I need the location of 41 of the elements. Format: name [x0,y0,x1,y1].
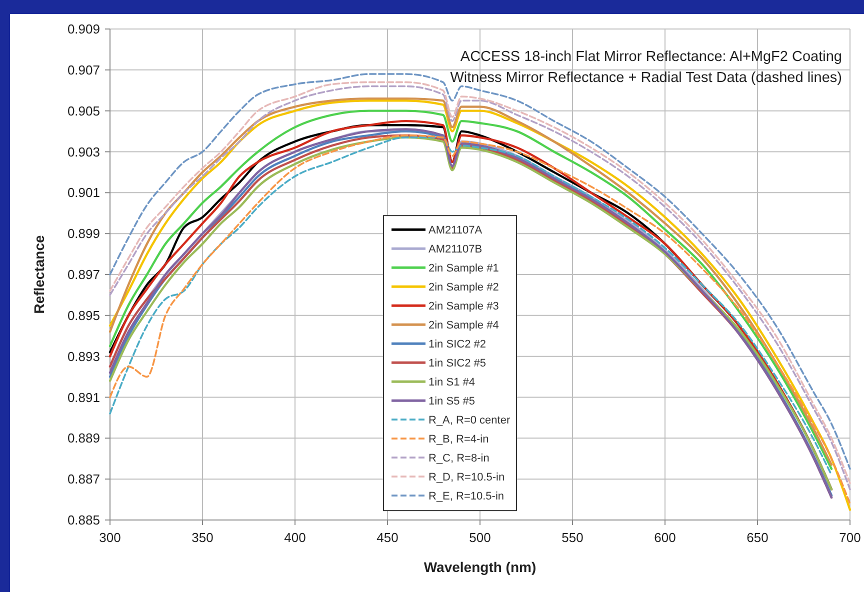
y-tick-label: 0.909 [67,22,100,36]
legend-label: R_D, R=10.5-in [428,472,505,484]
y-axis-title: Reflectance [31,234,47,314]
x-tick-label: 550 [562,530,584,545]
x-axis-title: Wavelength (nm) [424,559,536,575]
legend-label: R_A, R=0 center [428,414,510,427]
legend-label: 1in SIC2 #2 [428,338,486,351]
y-tick-label: 0.905 [67,103,100,118]
x-tick-label: 650 [746,530,768,545]
legend-label: 1in S1 #4 [428,376,475,389]
legend-label: 2in Sample #2 [428,282,499,294]
y-tick-label: 0.889 [67,430,100,446]
legend-label: AM21107A [428,224,483,237]
x-tick-label: 450 [376,530,398,545]
y-tick-label: 0.907 [67,62,100,78]
x-tick-label: 700 [839,530,861,545]
legend-label: R_E, R=10.5-in [428,490,504,503]
legend-label: AM21107B [428,244,482,256]
text: ACCESS 18-inch Flat Mirror Reflectance: Al+MgF2 Coating [460,49,842,65]
legend-label: 2in Sample #4 [428,320,499,332]
x-tick-label: 600 [654,530,676,545]
y-tick-label: 0.897 [67,267,100,282]
y-tick-label: 0.903 [67,144,100,160]
legend-label: R_C, R=8-in [428,452,490,465]
y-tick-label: 0.887 [67,472,100,487]
y-tick-label: 0.893 [67,348,100,364]
y-tick-label: 0.895 [67,308,100,323]
y-tick-label: 0.891 [67,390,100,405]
x-tick-label: 300 [99,530,121,545]
text: Witness Mirror Reflectance + Radial Test Data (dashed lines) [450,70,842,86]
y-tick-label: 0.899 [67,226,100,242]
x-tick-label: 350 [192,530,214,545]
x-tick-label: 400 [284,530,306,545]
legend-label: 1in SIC2 #5 [428,358,486,370]
legend-label: R_B, R=4-in [428,434,489,446]
y-tick-label: 0.885 [67,512,100,528]
legend-label: 2in Sample #1 [428,262,499,275]
y-tick-label: 0.901 [67,185,100,200]
legend-label: 1in S5 #5 [428,396,475,408]
x-tick-label: 500 [469,530,491,545]
legend-label: 2in Sample #3 [428,300,499,313]
